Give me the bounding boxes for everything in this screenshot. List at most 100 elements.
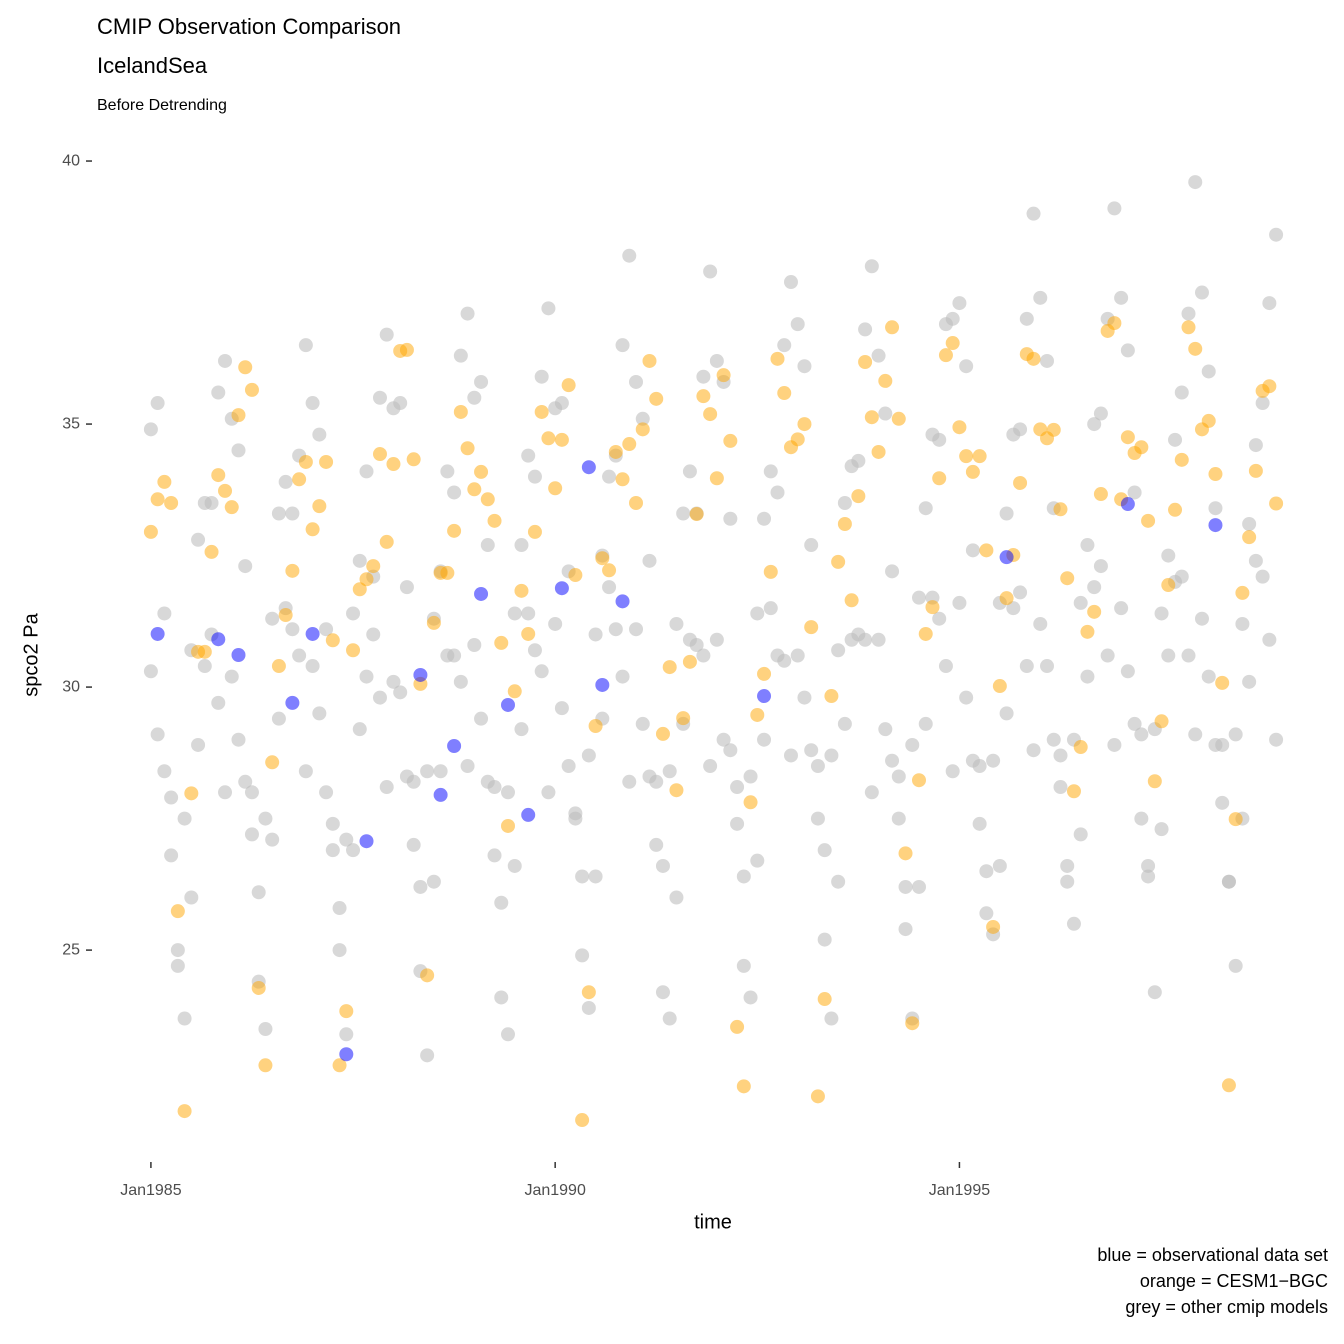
point	[716, 368, 731, 383]
point	[278, 608, 293, 623]
point	[662, 660, 677, 675]
point	[231, 732, 246, 747]
point	[1228, 812, 1243, 827]
point	[1134, 811, 1149, 826]
point	[224, 500, 239, 515]
point	[952, 595, 967, 610]
point	[696, 389, 711, 404]
point	[723, 743, 738, 758]
point	[366, 559, 381, 574]
point	[453, 348, 468, 363]
point	[1215, 795, 1230, 810]
point	[1194, 285, 1209, 300]
point	[1188, 341, 1203, 356]
point	[352, 553, 367, 568]
point	[1201, 413, 1216, 428]
point	[1174, 569, 1189, 584]
point	[1080, 538, 1095, 553]
point	[736, 869, 751, 884]
point	[150, 396, 165, 411]
point	[143, 422, 158, 437]
point	[864, 785, 879, 800]
point	[1147, 985, 1162, 1000]
point	[346, 843, 361, 858]
caption-line: grey = other cmip models	[1125, 1297, 1328, 1317]
point	[1228, 727, 1243, 742]
point	[467, 390, 482, 405]
point	[763, 564, 778, 579]
x-tick-label: Jan1990	[524, 1182, 585, 1199]
point	[265, 832, 280, 847]
point	[817, 992, 832, 1007]
point	[453, 404, 468, 419]
point	[629, 374, 644, 389]
point	[1174, 385, 1189, 400]
x-tick-label: Jan1985	[120, 1182, 181, 1199]
point	[359, 669, 374, 684]
point	[150, 727, 165, 742]
point	[669, 616, 684, 631]
point	[1087, 604, 1102, 619]
point	[474, 711, 489, 726]
point	[1073, 595, 1088, 610]
point	[548, 616, 563, 631]
y-tick-label: 35	[62, 415, 80, 432]
point	[164, 848, 179, 863]
point	[1181, 306, 1196, 321]
point	[979, 543, 994, 558]
x-tick-label: Jan1995	[929, 1182, 990, 1199]
point	[1120, 430, 1135, 445]
point	[783, 275, 798, 290]
point	[864, 410, 879, 425]
point	[1134, 440, 1149, 455]
point	[460, 306, 475, 321]
chart-subtitle-2: Before Detrending	[97, 97, 227, 114]
point	[885, 753, 900, 768]
point	[696, 648, 711, 663]
point	[265, 755, 280, 770]
point	[1262, 296, 1277, 311]
point	[157, 764, 172, 779]
point	[433, 764, 448, 779]
point	[635, 411, 650, 426]
point	[1080, 669, 1095, 684]
point	[211, 468, 226, 483]
point	[1073, 827, 1088, 842]
point	[447, 485, 462, 500]
point	[271, 506, 286, 521]
point	[804, 538, 819, 553]
point	[844, 459, 859, 474]
point	[305, 659, 320, 674]
point	[965, 543, 980, 558]
point	[608, 444, 623, 459]
point	[1053, 748, 1068, 763]
point	[359, 834, 374, 849]
point	[501, 697, 515, 712]
point	[541, 301, 556, 316]
point	[925, 600, 940, 615]
point	[1033, 290, 1048, 305]
point	[480, 774, 495, 789]
point	[1194, 611, 1209, 626]
point	[891, 769, 906, 784]
point	[224, 669, 239, 684]
point	[992, 679, 1007, 694]
point	[1174, 452, 1189, 467]
point	[440, 565, 455, 580]
point	[312, 499, 327, 514]
point	[1053, 502, 1068, 517]
point	[959, 449, 974, 464]
point	[1208, 737, 1223, 752]
point	[932, 471, 947, 486]
point	[238, 559, 253, 574]
point	[305, 522, 320, 537]
point	[709, 471, 724, 486]
point	[1066, 916, 1081, 931]
point	[615, 338, 630, 353]
point	[817, 843, 832, 858]
point	[999, 550, 1014, 565]
point	[143, 664, 158, 679]
point	[885, 320, 900, 335]
point	[501, 818, 515, 833]
